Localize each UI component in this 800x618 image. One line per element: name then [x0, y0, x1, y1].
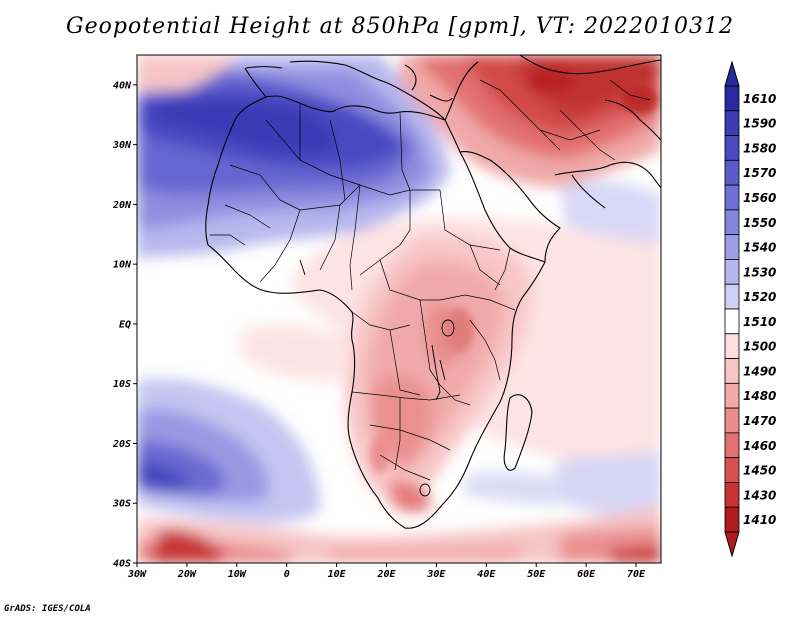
colorbar-swatch: [724, 234, 740, 260]
colorbar-swatch: [724, 358, 740, 384]
y-tick-label: 10N: [113, 260, 132, 271]
colorbar-swatch: [724, 209, 740, 236]
colorbar-swatch: [724, 259, 740, 285]
colorbar-swatch: [724, 432, 740, 459]
colorbar-label: 1610: [743, 92, 776, 106]
colorbar-label: 1450: [743, 464, 776, 478]
colorbar-label: 1530: [743, 265, 776, 279]
y-tick-label: 40S: [113, 559, 131, 570]
colorbar-swatch: [724, 159, 740, 186]
colorbar-label: 1520: [743, 290, 776, 304]
y-tick-label: 20N: [112, 200, 132, 211]
colorbar-label: 1510: [743, 315, 776, 329]
colorbar-swatch: [724, 308, 740, 335]
colorbar-label: 1490: [743, 364, 776, 378]
colorbar-top-arrow: [724, 60, 740, 87]
colorbar-label: 1540: [743, 241, 776, 255]
colorbar-swatch: [724, 407, 740, 434]
x-axis: 30W 20W 10W 0 10E 20E 30E 40E 50E 60E 70E: [127, 563, 646, 580]
colorbar-swatch: [724, 382, 740, 409]
colorbar-swatch: [724, 506, 740, 533]
colorbar-swatch: [724, 85, 740, 112]
colorbar-label: 1550: [743, 216, 776, 230]
colorbar-swatch: [724, 333, 740, 359]
colorbar-label: 1480: [743, 389, 776, 403]
x-tick-label: 40E: [477, 569, 496, 580]
colorbar: 1610 1590 1580 1570 1560 1550 1540 1530 1520 1510…: [724, 60, 776, 558]
y-axis: 40N 30N 20N 10N EQ 10S 20S 30S 40S: [112, 80, 137, 570]
x-tick-label: 0: [284, 569, 290, 580]
colorbar-label: 1590: [743, 117, 776, 131]
x-tick-label: 20W: [177, 569, 197, 580]
y-tick-label: 10S: [113, 379, 131, 390]
colorbar-swatch: [724, 135, 740, 161]
y-tick-label: EQ: [119, 319, 131, 330]
height-field: [137, 55, 661, 563]
x-tick-label: 10E: [328, 569, 347, 580]
coastlines: [205, 55, 661, 529]
chart-title: Geopotential Height at 850hPa [gpm], VT:…: [66, 14, 734, 39]
colorbar-label: 1570: [743, 166, 776, 180]
x-tick-label: 30E: [426, 569, 446, 580]
colorbar-label: 1410: [743, 513, 776, 527]
x-tick-label: 10W: [228, 569, 247, 580]
y-tick-label: 30N: [112, 140, 132, 151]
colorbar-label: 1470: [743, 414, 776, 428]
colorbar-label: 1560: [743, 191, 776, 205]
y-tick-label: 20S: [112, 439, 131, 450]
colorbar-swatch: [724, 482, 740, 508]
colorbar-swatch: [724, 283, 740, 310]
x-tick-label: 30W: [127, 569, 147, 580]
x-tick-label: 20E: [376, 569, 396, 580]
colorbar-bottom-arrow: [724, 531, 740, 558]
country-borders: [210, 79, 651, 481]
colorbar-swatch: [724, 110, 740, 136]
colorbar-swatch: [724, 457, 740, 483]
y-tick-label: 40N: [113, 80, 132, 91]
credit-label: GrADS: IGES/COLA: [4, 604, 91, 614]
colorbar-label: 1460: [743, 439, 776, 453]
x-tick-label: 70E: [627, 569, 646, 580]
colorbar-label: 1500: [743, 340, 776, 354]
x-tick-label: 60E: [577, 569, 596, 580]
plot-frame: [136, 54, 662, 564]
colorbar-label: 1430: [743, 488, 776, 502]
colorbar-swatch: [724, 184, 740, 211]
colorbar-label: 1580: [743, 141, 776, 155]
x-tick-label: 50E: [527, 569, 546, 580]
y-tick-label: 30S: [112, 499, 131, 510]
